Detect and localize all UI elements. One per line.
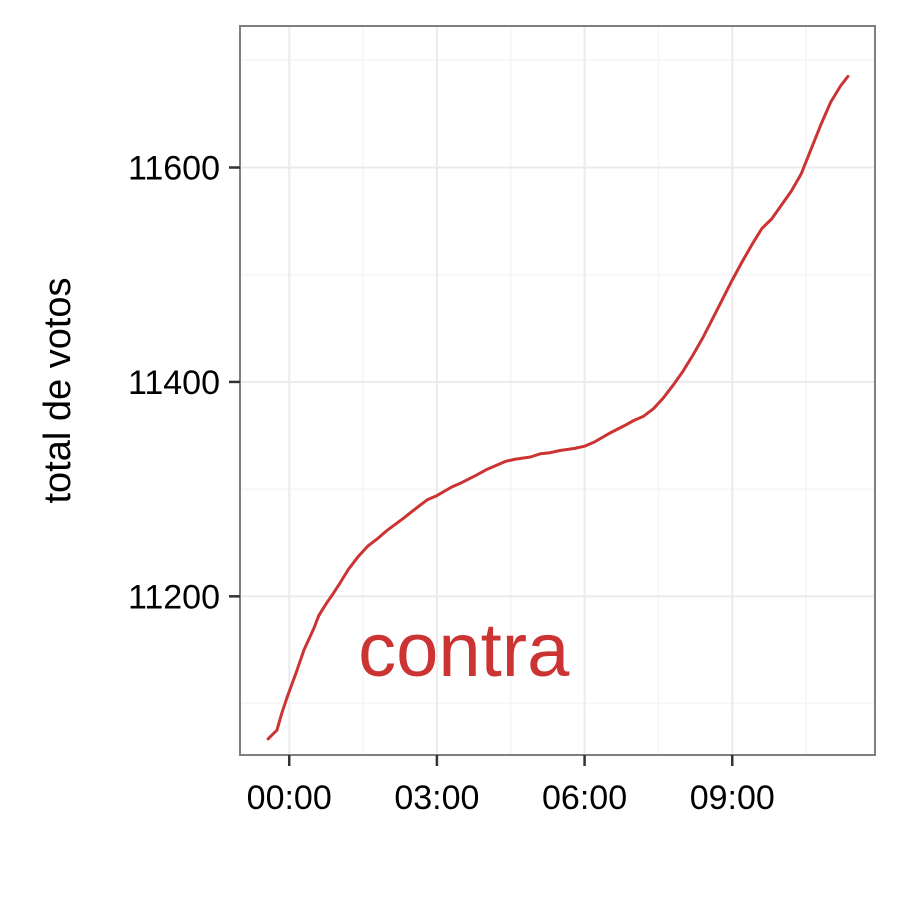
x-tick-label: 09:00 (690, 779, 775, 817)
annotation-contra: contra (358, 608, 570, 693)
x-tick-label: 06:00 (542, 779, 627, 817)
y-axis: 11200 11400 11600 (128, 150, 240, 616)
x-axis: 00:00 03:00 06:00 09:00 (247, 755, 775, 817)
y-tick-label: 11200 (128, 578, 220, 616)
y-axis-title: total de votos (37, 277, 79, 503)
x-tick-label: 03:00 (394, 779, 479, 817)
series-line-total-votos (266, 74, 850, 741)
plot-panel (240, 26, 875, 755)
plot-panel-border (239, 25, 876, 756)
major-gridlines (240, 26, 875, 755)
minor-gridlines (240, 26, 875, 755)
y-tick-label: 11600 (128, 150, 220, 188)
y-tick-label: 11400 (128, 364, 220, 402)
x-tick-label: 00:00 (247, 779, 332, 817)
